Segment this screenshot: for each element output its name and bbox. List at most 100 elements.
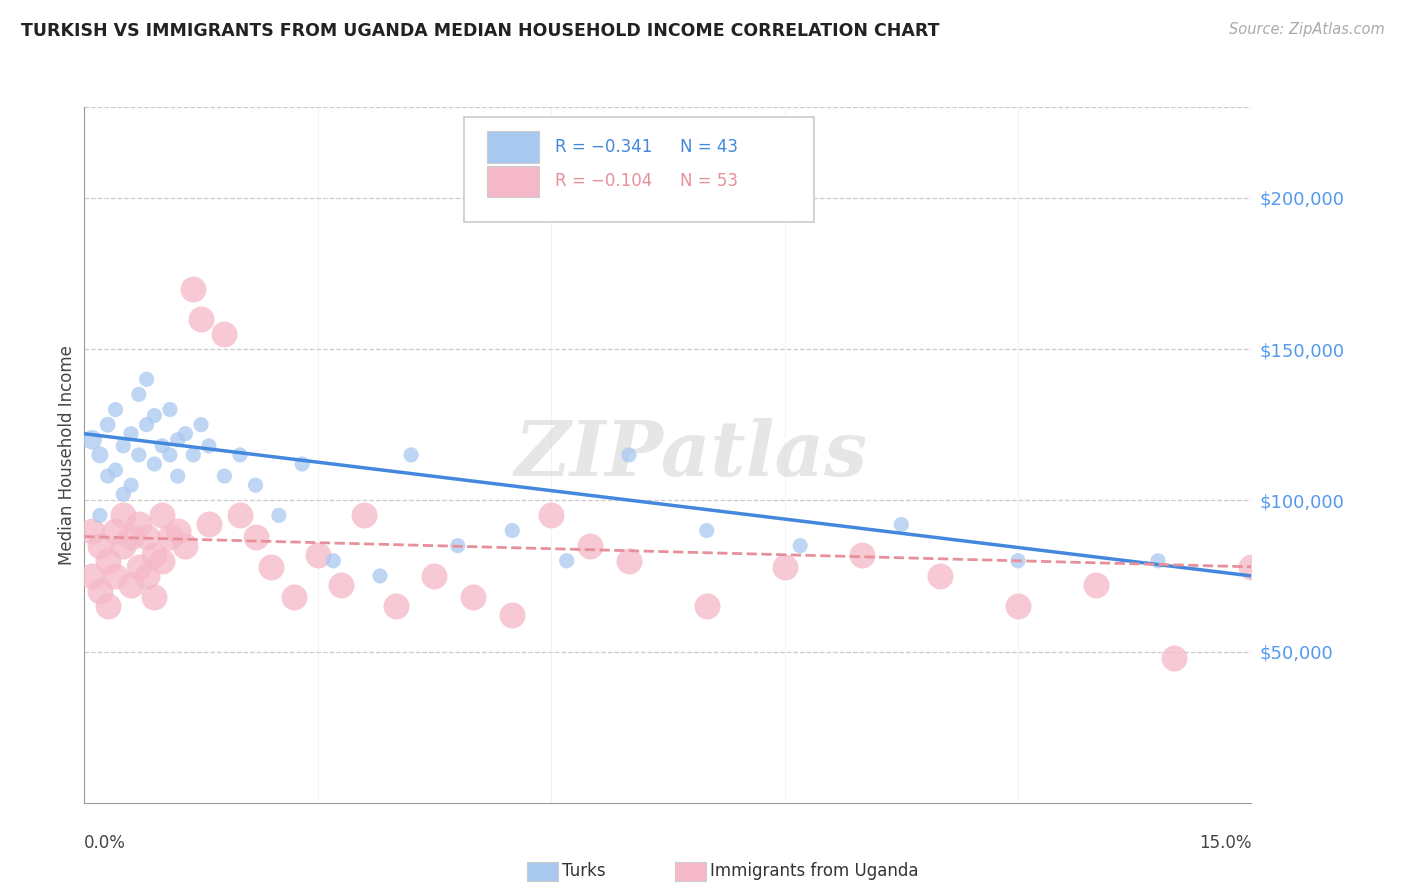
Point	[97, 469, 120, 483]
Point	[447, 539, 470, 553]
Point	[851, 548, 873, 562]
Point	[89, 584, 111, 599]
Point	[112, 439, 135, 453]
Point	[97, 599, 120, 614]
Bar	[486, 131, 540, 162]
Point	[104, 569, 127, 583]
Point	[190, 311, 212, 326]
Point	[368, 569, 391, 583]
Point	[353, 508, 375, 523]
Point	[307, 548, 329, 562]
Point	[159, 448, 181, 462]
Point	[120, 478, 142, 492]
Point	[128, 517, 150, 532]
Point	[104, 524, 127, 538]
Point	[89, 539, 111, 553]
Point	[696, 599, 718, 614]
Point	[159, 402, 181, 417]
Point	[773, 559, 796, 574]
Point	[260, 559, 283, 574]
Point	[104, 463, 127, 477]
Text: 0.0%: 0.0%	[84, 834, 127, 852]
Point	[82, 433, 104, 447]
Point	[384, 599, 406, 614]
Point	[617, 554, 640, 568]
Point	[174, 539, 197, 553]
Point	[97, 417, 120, 432]
Point	[229, 508, 252, 523]
Point	[929, 569, 952, 583]
Point	[229, 448, 252, 462]
Point	[135, 372, 157, 386]
Text: N = 43: N = 43	[679, 137, 738, 156]
Point	[540, 508, 562, 523]
Point	[150, 508, 173, 523]
Text: TURKISH VS IMMIGRANTS FROM UGANDA MEDIAN HOUSEHOLD INCOME CORRELATION CHART: TURKISH VS IMMIGRANTS FROM UGANDA MEDIAN…	[21, 22, 939, 40]
Point	[1007, 599, 1029, 614]
Point	[696, 524, 718, 538]
Point	[104, 402, 127, 417]
Point	[1163, 650, 1185, 665]
Point	[1279, 599, 1302, 614]
Point	[128, 448, 150, 462]
Point	[166, 469, 188, 483]
Point	[501, 524, 523, 538]
Point	[112, 487, 135, 501]
Point	[181, 281, 204, 295]
Point	[120, 426, 142, 441]
Point	[150, 439, 173, 453]
Point	[283, 590, 305, 604]
Point	[97, 554, 120, 568]
Point	[1007, 554, 1029, 568]
Point	[135, 530, 157, 544]
Point	[181, 448, 204, 462]
Point	[143, 409, 166, 423]
Point	[214, 469, 236, 483]
Point	[789, 539, 811, 553]
Text: Turks: Turks	[562, 863, 606, 880]
Point	[190, 417, 212, 432]
Point	[112, 508, 135, 523]
Text: Immigrants from Uganda: Immigrants from Uganda	[710, 863, 918, 880]
Point	[1240, 559, 1263, 574]
Point	[128, 387, 150, 401]
Text: R = −0.341: R = −0.341	[554, 137, 652, 156]
Point	[198, 517, 221, 532]
Point	[322, 554, 344, 568]
Point	[1317, 608, 1340, 623]
Point	[89, 448, 111, 462]
Text: N = 53: N = 53	[679, 172, 738, 191]
Point	[501, 608, 523, 623]
Point	[143, 548, 166, 562]
Point	[120, 578, 142, 592]
Text: 15.0%: 15.0%	[1199, 834, 1251, 852]
Text: ZIPatlas: ZIPatlas	[515, 418, 868, 491]
Point	[245, 478, 267, 492]
Point	[555, 554, 578, 568]
Point	[135, 417, 157, 432]
Text: R = −0.104: R = −0.104	[554, 172, 652, 191]
Point	[399, 448, 422, 462]
Point	[890, 517, 912, 532]
Point	[166, 524, 188, 538]
Point	[214, 326, 236, 341]
Bar	[486, 166, 540, 197]
Point	[174, 426, 197, 441]
Point	[89, 508, 111, 523]
Point	[166, 433, 188, 447]
Point	[135, 569, 157, 583]
Point	[463, 590, 485, 604]
Point	[579, 539, 602, 553]
Point	[112, 539, 135, 553]
Point	[245, 530, 267, 544]
Point	[1381, 590, 1403, 604]
Point	[198, 439, 221, 453]
Point	[330, 578, 353, 592]
Point	[423, 569, 446, 583]
Point	[150, 554, 173, 568]
Point	[82, 569, 104, 583]
Point	[267, 508, 290, 523]
Point	[128, 559, 150, 574]
Point	[143, 457, 166, 471]
Point	[1147, 554, 1170, 568]
